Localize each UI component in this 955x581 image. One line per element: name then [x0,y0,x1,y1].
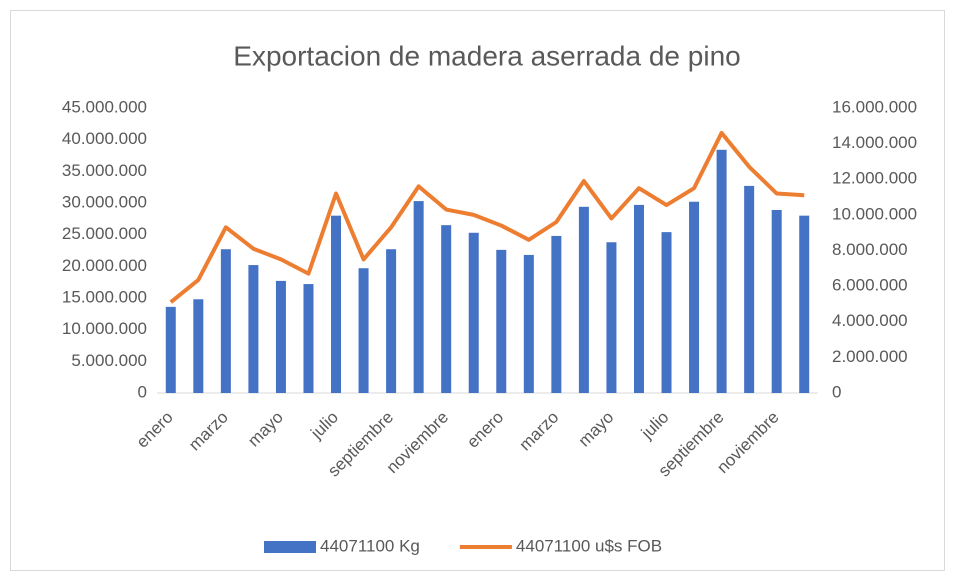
bar [744,185,755,393]
bar [523,254,534,393]
bar [413,201,424,393]
y2-tick-label: 2.000.000 [832,347,908,366]
bar [496,249,507,393]
legend-label: 44071100 u$s FOB [516,536,662,555]
y-tick-label: 25.000.000 [62,224,147,243]
chart-title: Exportacion de madera aserrada de pino [233,40,740,71]
bar [441,225,452,393]
y-tick-label: 10.000.000 [62,319,147,338]
y2-tick-label: 4.000.000 [832,311,908,330]
y2-tick-label: 16.000.000 [832,97,917,116]
y-tick-label: 20.000.000 [62,256,147,275]
bar [799,215,810,393]
y2-tick-label: 6.000.000 [832,276,908,295]
bar [193,299,204,393]
y-tick-label: 5.000.000 [71,351,147,370]
bar [165,306,176,393]
bar [551,235,562,393]
bar [358,268,369,393]
bar [606,242,617,393]
bar [220,249,231,393]
y-tick-label: 0 [138,382,147,401]
bar [633,204,644,393]
bar [303,284,314,393]
legend-swatch [264,541,316,553]
y2-tick-label: 12.000.000 [832,169,917,188]
y-tick-label: 15.000.000 [62,287,147,306]
y-tick-label: 40.000.000 [62,129,147,148]
legend-label: 44071100 Kg [320,536,420,555]
y-tick-label: 30.000.000 [62,192,147,211]
y2-tick-label: 14.000.000 [832,133,917,152]
y-tick-label: 35.000.000 [62,161,147,180]
bar [275,280,286,393]
bar [661,232,672,393]
bar [689,201,700,393]
y-tick-label: 45.000.000 [62,97,147,116]
line [169,130,805,304]
y2-tick-label: 8.000.000 [832,240,908,259]
bar [386,249,397,393]
bar [578,206,589,393]
bar [468,232,479,393]
bar [716,149,727,393]
bar [771,209,782,393]
bar [331,215,342,393]
y2-tick-label: 10.000.000 [832,204,917,223]
bar [248,265,259,393]
y2-tick-label: 0 [832,382,841,401]
